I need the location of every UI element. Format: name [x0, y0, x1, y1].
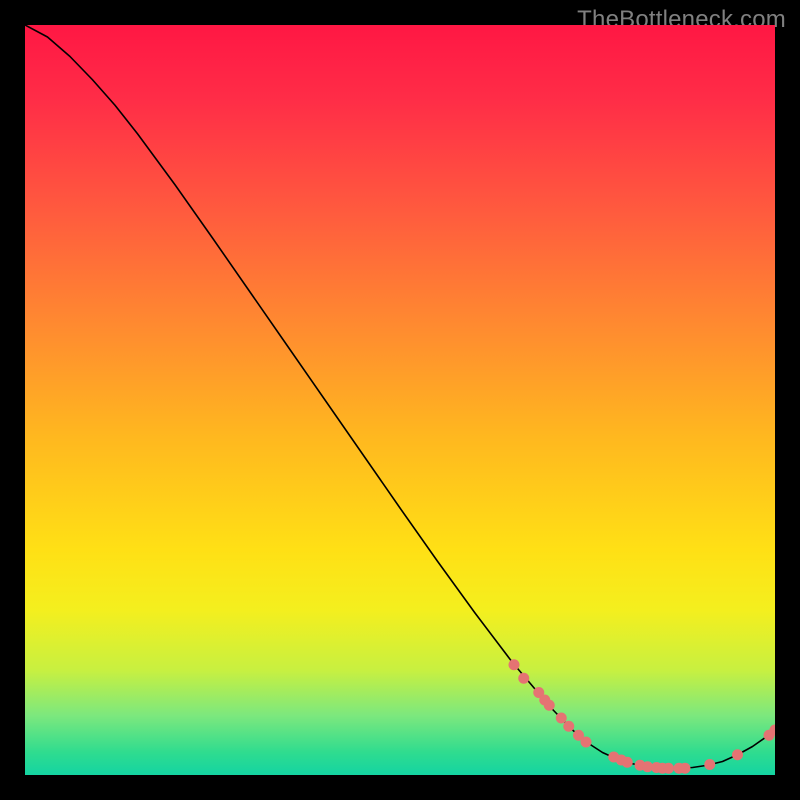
chart-container: { "watermark": { "text": "TheBottleneck.…	[0, 0, 800, 800]
chart-plot	[25, 25, 775, 775]
chart-svg	[25, 25, 775, 775]
